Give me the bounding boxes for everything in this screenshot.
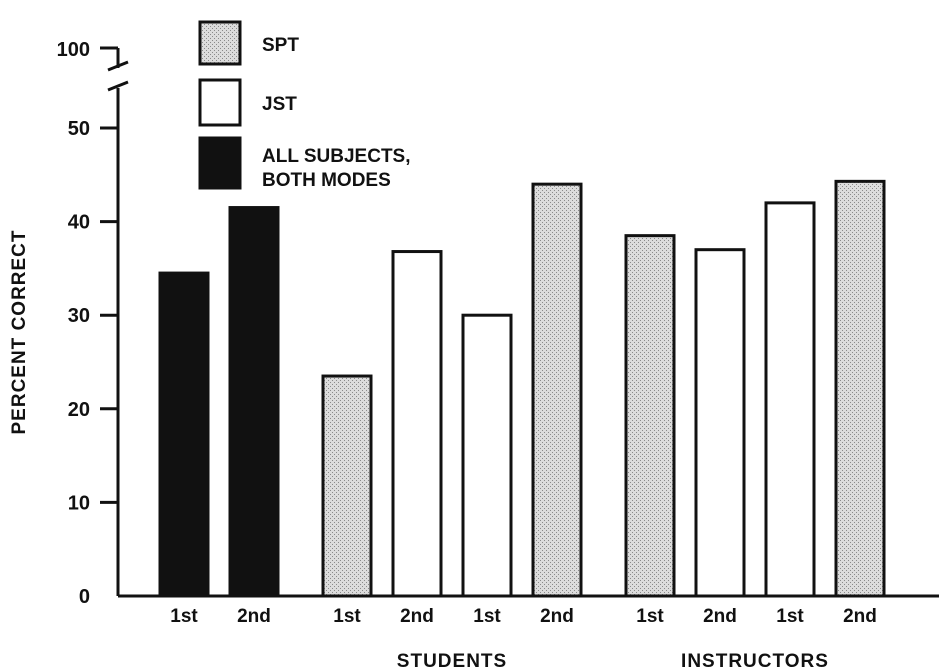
y-tick-label-30: 30 <box>68 305 90 327</box>
x-tick-label: 1st <box>636 606 664 627</box>
legend-swatch-spt <box>198 20 242 66</box>
bar-all-subjects-1 <box>158 271 210 598</box>
group-label-instructors: INSTRUCTORS <box>681 651 829 672</box>
legend-swatch-jst <box>198 78 242 127</box>
x-tick-label: 1st <box>170 606 198 627</box>
legend-swatch-all-subjects <box>198 136 242 190</box>
y-tick-label-10: 10 <box>68 492 90 514</box>
legend-label-all-subjects-line1: ALL SUBJECTS, <box>262 146 411 167</box>
legend: SPT JST ALL SUBJECTS, BOTH MODES <box>198 20 411 191</box>
axis-break-mark <box>107 60 129 92</box>
group-label-students: STUDENTS <box>397 651 507 672</box>
y-axis-label: PERCENT CORRECT <box>9 229 30 434</box>
bar-instructors-3 <box>764 201 816 598</box>
x-tick-label: 1st <box>473 606 501 627</box>
legend-label-all-subjects-line2: BOTH MODES <box>262 170 391 191</box>
y-tick-label-50: 50 <box>68 118 90 140</box>
bar-all-subjects-2 <box>228 206 280 598</box>
y-tick-label-100: 100 <box>57 39 90 61</box>
y-tick-label-20: 20 <box>68 399 90 421</box>
x-tick-label: 2nd <box>237 606 271 627</box>
x-tick-label: 2nd <box>843 606 877 627</box>
bar-instructors-2 <box>694 248 746 598</box>
y-tick-label-0: 0 <box>79 586 90 608</box>
bar-students-4 <box>531 182 583 598</box>
bar-students-1 <box>321 374 373 598</box>
x-tick-label: 2nd <box>540 606 574 627</box>
bar-students-3 <box>461 313 513 598</box>
x-tick-label: 2nd <box>703 606 737 627</box>
x-tick-label: 1st <box>776 606 804 627</box>
bar-instructors-1 <box>624 234 676 598</box>
y-axis: 100 0 10 20 30 40 50 PERCENT CORRECT <box>9 39 129 608</box>
bar-instructors-4 <box>834 179 886 598</box>
bar-students-2 <box>391 250 443 598</box>
x-tick-label: 2nd <box>400 606 434 627</box>
legend-label-spt: SPT <box>262 35 299 56</box>
x-tick-label: 1st <box>333 606 361 627</box>
y-tick-label-40: 40 <box>68 212 90 234</box>
legend-label-jst: JST <box>262 94 297 115</box>
